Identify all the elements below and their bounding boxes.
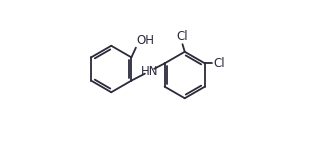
Text: OH: OH	[137, 34, 154, 47]
Text: Cl: Cl	[213, 57, 225, 70]
Text: Cl: Cl	[176, 30, 187, 44]
Text: HN: HN	[141, 65, 158, 78]
